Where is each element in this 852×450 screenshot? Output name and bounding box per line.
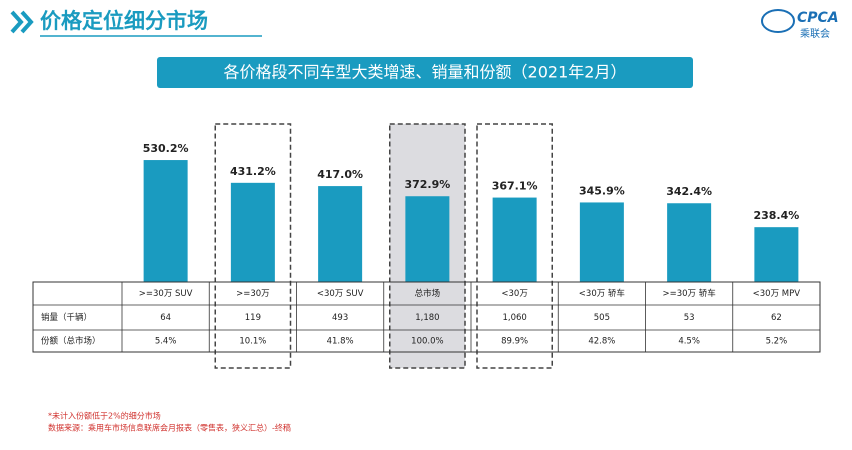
data-label: 431.2% [230, 165, 276, 178]
bar [492, 197, 537, 282]
footnote: *未计入份额低于2%的细分市场 [48, 411, 161, 421]
table-cell: 5.2% [766, 337, 788, 347]
table-cell: 5.4% [155, 337, 177, 347]
data-label: 238.4% [753, 209, 799, 222]
chevron-icon [10, 10, 24, 34]
highlight-box [214, 123, 292, 369]
bar [754, 227, 799, 282]
footnote: 数据来源：乘用车市场信息联席会月报表（零售表，狭义汇总）-终稿 [48, 423, 291, 433]
table-cell: 505 [594, 313, 610, 323]
chart-title: 各价格段不同车型大类增速、销量和份额（2021年2月） [224, 63, 627, 82]
bar [405, 196, 450, 282]
highlight-box [476, 123, 553, 369]
data-label: 342.4% [666, 185, 712, 198]
x-tick-label: >=30万 [236, 289, 270, 299]
x-tick-label: <30万 [501, 289, 527, 299]
table-cell: 1,180 [415, 313, 439, 323]
table-cell: 493 [332, 313, 348, 323]
x-tick-label: 总市场 [415, 288, 441, 299]
chevron-icon [20, 10, 34, 34]
bar [230, 182, 275, 282]
x-tick-label: >=30万 轿车 [662, 288, 715, 299]
table-cell: 1,060 [502, 313, 526, 323]
bar [667, 203, 712, 282]
table-cell: 42.8% [588, 337, 615, 347]
table-cell: 41.8% [327, 337, 354, 347]
table-cell: 64 [160, 313, 171, 323]
row-label: 份额（总市场） [41, 336, 101, 347]
row-label: 销量（千辆） [41, 312, 92, 323]
data-label: 372.9% [404, 178, 450, 191]
chart: 530.2% 431.2% 417.0% 372.9% 367.1% 345.9% 342.… [32, 123, 821, 369]
x-tick-label: <30万 轿车 [579, 288, 625, 299]
data-label: 367.1% [492, 180, 538, 193]
table-cell: 62 [771, 313, 782, 323]
bar [318, 186, 363, 282]
x-tick-label: <30万 SUV [317, 289, 364, 299]
data-label: 530.2% [143, 142, 189, 155]
table-cell: 119 [245, 313, 261, 323]
logo-icon [761, 9, 795, 33]
table-cell: 4.5% [678, 337, 700, 347]
x-tick-label: >=30万 SUV [139, 289, 193, 299]
data-label: 345.9% [579, 184, 625, 197]
table-cell: 89.9% [501, 337, 528, 347]
table-cell: 100.0% [411, 337, 443, 347]
table-border [32, 281, 821, 353]
bar [579, 202, 624, 282]
page-title: 价格定位细分市场 [40, 9, 208, 33]
bar [143, 160, 188, 282]
table-cell: 10.1% [239, 337, 266, 347]
x-tick-label: <30万 MPV [753, 289, 801, 299]
data-label: 417.0% [317, 168, 363, 181]
banner [157, 57, 693, 88]
table-cell: 53 [684, 313, 695, 323]
logo-subtext: 乘联会 [800, 27, 830, 40]
logo-text: CPCA [797, 10, 839, 26]
